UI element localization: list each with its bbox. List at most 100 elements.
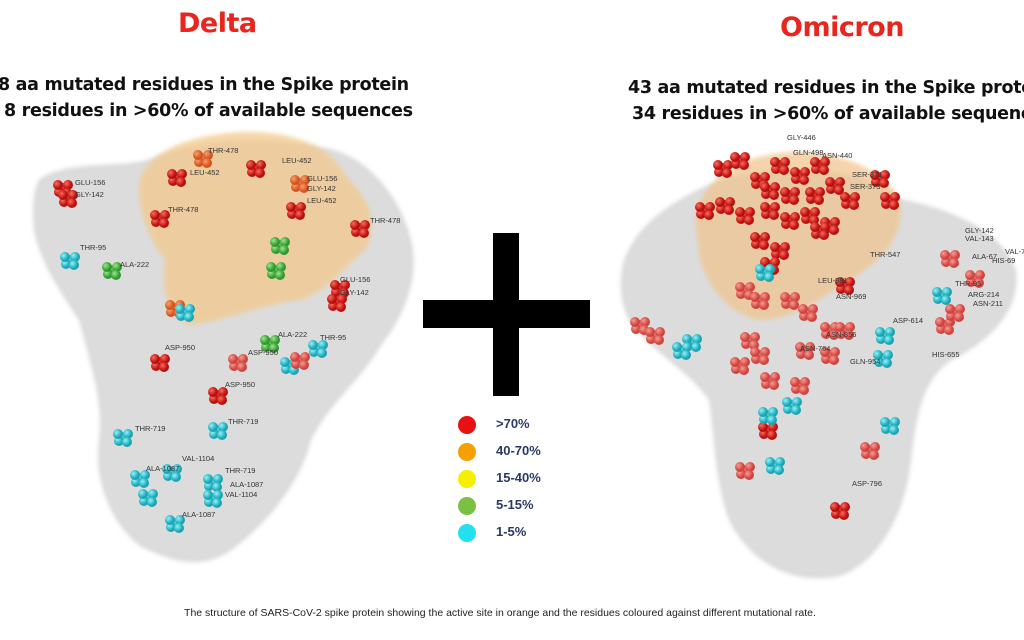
atom-sphere — [172, 464, 182, 474]
atom-sphere — [760, 232, 770, 242]
atom-sphere — [167, 169, 177, 179]
atom-sphere — [640, 317, 650, 327]
atom-sphere — [789, 195, 799, 205]
residue-sphere-cluster — [755, 264, 775, 282]
atom-sphere — [840, 192, 850, 202]
atom-sphere — [769, 210, 779, 220]
residue-sphere-cluster — [175, 304, 195, 322]
residue-label: LEU-452 — [190, 168, 220, 177]
atom-sphere — [270, 237, 280, 247]
residue-sphere-cluster — [730, 152, 750, 170]
delta-title: Delta — [178, 8, 257, 39]
atom-sphere — [123, 429, 133, 439]
atom-sphere — [193, 150, 203, 160]
atom-sphere — [280, 237, 290, 247]
atom-sphere — [217, 395, 227, 405]
legend-label: 40-70% — [496, 443, 541, 458]
atom-sphere — [212, 482, 222, 492]
atom-sphere — [238, 354, 248, 364]
atom-sphere — [940, 250, 950, 260]
atom-sphere — [834, 185, 844, 195]
legend-marker — [458, 443, 476, 461]
residue-sphere-cluster — [965, 270, 985, 288]
residue-label: ASP-796 — [852, 479, 882, 488]
atom-sphere — [175, 515, 185, 525]
omicron-line-1: 43 aa mutated residues in the Spike prot… — [628, 78, 1024, 98]
residue-sphere-cluster — [672, 342, 692, 360]
residue-sphere-cluster — [940, 250, 960, 268]
residue-sphere-cluster — [765, 457, 785, 475]
atom-sphere — [228, 354, 238, 364]
residue-sphere-cluster — [840, 192, 860, 210]
atom-sphere — [745, 282, 755, 292]
atom-sphere — [870, 170, 880, 180]
atom-sphere — [308, 340, 318, 350]
atom-sphere — [840, 502, 850, 512]
atom-sphere — [790, 187, 800, 197]
atom-sphere — [844, 285, 854, 295]
atom-sphere — [760, 172, 770, 182]
residue-sphere-cluster — [760, 202, 780, 220]
atom-sphere — [764, 272, 774, 282]
atom-sphere — [730, 152, 740, 162]
atom-sphere — [740, 152, 750, 162]
atom-sphere — [111, 270, 121, 280]
atom-sphere — [682, 342, 692, 352]
atom-sphere — [286, 202, 296, 212]
atom-sphere — [256, 160, 266, 170]
residue-sphere-cluster — [290, 175, 310, 193]
atom-sphere — [819, 230, 829, 240]
atom-sphere — [722, 168, 732, 178]
atom-sphere — [775, 457, 785, 467]
atom-sphere — [932, 287, 942, 297]
residue-sphere-cluster — [875, 327, 895, 345]
atom-sphere — [759, 240, 769, 250]
atom-sphere — [148, 489, 158, 499]
legend-label: 15-40% — [496, 470, 541, 485]
atom-sphere — [795, 342, 805, 352]
atom-sphere — [790, 292, 800, 302]
residue-label: ASN-211 — [973, 299, 1003, 308]
residue-sphere-cluster — [770, 242, 790, 260]
atom-sphere — [150, 210, 160, 220]
atom-sphere — [739, 160, 749, 170]
atom-sphere — [713, 160, 723, 170]
atom-sphere — [67, 198, 77, 208]
residue-sphere-cluster — [58, 190, 78, 208]
residue-labels: THR-478LEU-452LEU-452GLU-156GLY-142LEU-4… — [75, 133, 1024, 519]
atom-sphere — [830, 217, 840, 227]
atom-sphere — [208, 387, 218, 397]
residue-sphere-cluster — [750, 347, 770, 365]
residue-label: ALA-1087 — [146, 464, 179, 473]
atom-sphere — [213, 490, 223, 500]
atom-sphere — [810, 222, 820, 232]
residue-sphere-cluster — [270, 237, 290, 255]
atom-sphere — [975, 270, 985, 280]
atom-sphere — [769, 380, 779, 390]
atom-sphere — [740, 332, 750, 342]
residue-sphere-cluster — [208, 387, 228, 405]
atom-sphere — [873, 350, 883, 360]
atom-sphere — [770, 257, 780, 267]
omicron-subtitle: 43 aa mutated residues in the Spike prot… — [628, 75, 1024, 127]
atom-sphere — [327, 294, 337, 304]
atom-sphere — [217, 430, 227, 440]
atom-sphere — [820, 347, 830, 357]
atom-sphere — [774, 465, 784, 475]
residue-sphere-cluster — [735, 207, 755, 225]
atom-sphere — [814, 195, 824, 205]
residue-label: THR-95 — [80, 243, 106, 252]
residue-label: THR-478 — [208, 146, 238, 155]
residue-label: GLU-156 — [75, 178, 105, 187]
residue-label: THR-547 — [870, 250, 900, 259]
atom-sphere — [160, 210, 170, 220]
atom-sphere — [750, 292, 760, 302]
atom-sphere — [162, 464, 172, 474]
residue-sphere-cluster — [935, 317, 955, 335]
atom-sphere — [890, 192, 900, 202]
residue-label: ALA-1087 — [182, 510, 215, 519]
atom-sphere — [835, 322, 845, 332]
atom-sphere — [130, 470, 140, 480]
residue-sphere-cluster — [713, 160, 733, 178]
atom-sphere — [682, 334, 692, 344]
